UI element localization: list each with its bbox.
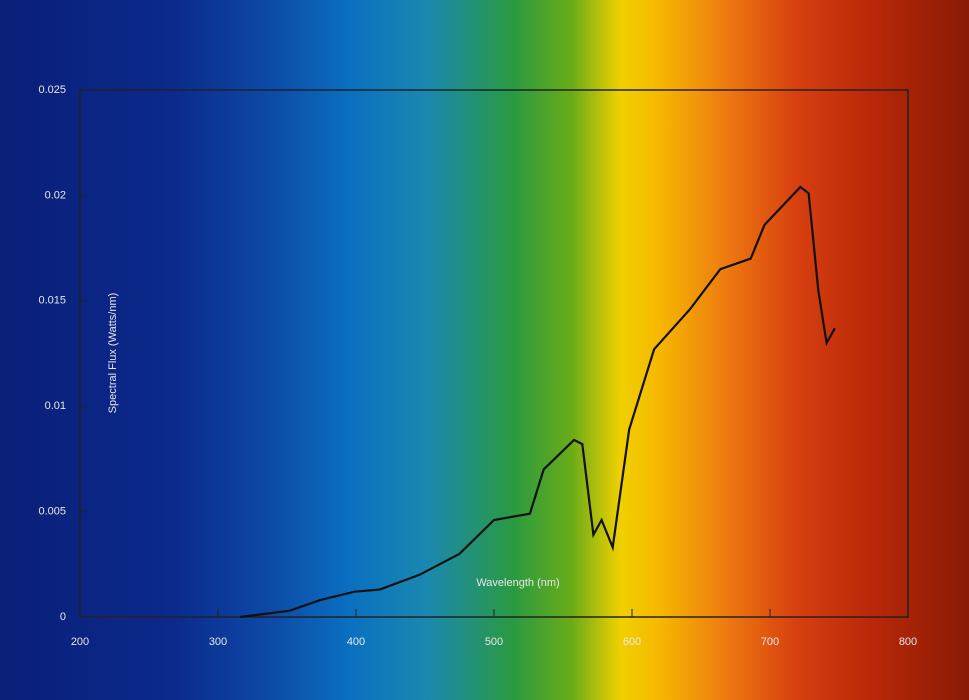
x-tick-label: 500 xyxy=(485,636,503,648)
y-tick-label: 0.02 xyxy=(45,189,66,201)
x-tick-label: 400 xyxy=(347,636,365,648)
y-tick-label: 0.005 xyxy=(38,506,66,518)
y-tick-label: 0 xyxy=(60,611,66,623)
data-line xyxy=(239,185,836,619)
x-tick-label: 600 xyxy=(623,636,641,648)
x-tick-label: 800 xyxy=(899,636,917,648)
x-tick-label: 200 xyxy=(71,636,89,648)
y-tick-label: 0.01 xyxy=(45,400,66,412)
y-tick-label: 0.025 xyxy=(38,84,66,96)
y-tick-label: 0.015 xyxy=(38,295,66,307)
x-axis-label: Wavelength (nm) xyxy=(476,577,559,589)
x-tick-label: 700 xyxy=(761,636,779,648)
y-axis-label: Spectral Flux (Watts/nm) xyxy=(107,293,119,414)
plot-frame xyxy=(79,89,909,618)
x-tick-label: 300 xyxy=(209,636,227,648)
